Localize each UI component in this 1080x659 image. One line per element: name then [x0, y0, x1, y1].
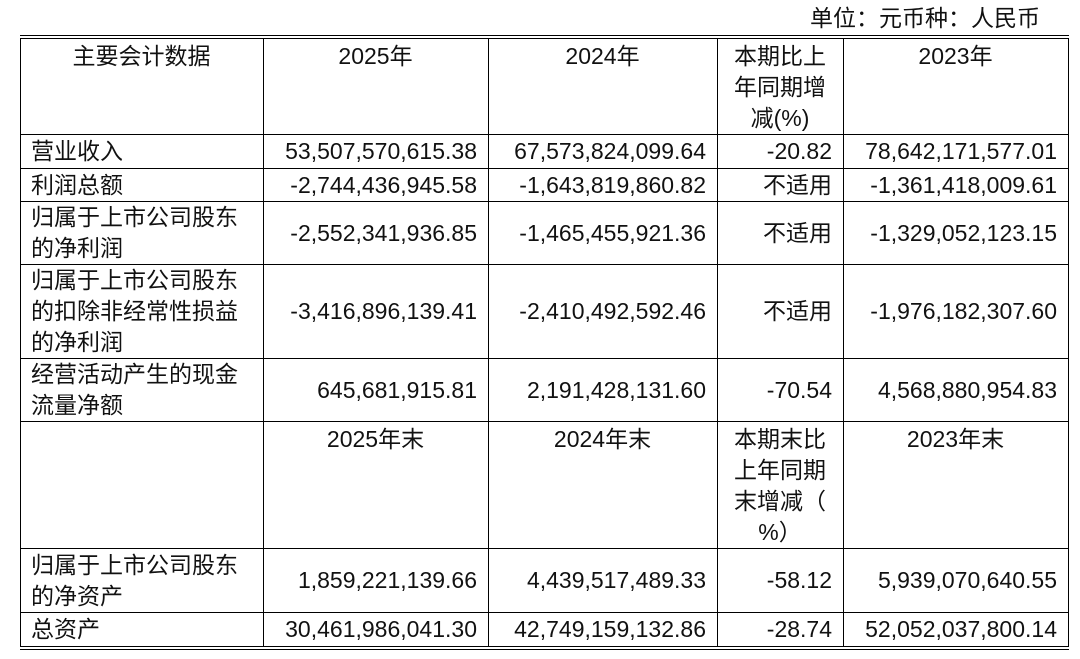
value-2024: -1,643,819,860.82	[488, 168, 718, 202]
value-2023: -1,976,182,307.60	[843, 264, 1069, 359]
value-2025: -3,416,896,139.41	[263, 264, 489, 359]
header-change-line: 本期比上	[734, 43, 826, 69]
row-label: 经营活动产生的现金 流量净额	[20, 358, 264, 422]
table-row: 归属于上市公司股东 的扣除非经常性损益 的净利润 -3,416,896,139.…	[20, 264, 1069, 359]
row-label-line: 的扣除非经常性损益	[31, 298, 238, 324]
value-2025: -2,552,341,936.85	[263, 201, 489, 265]
value-2025: 645,681,915.81	[263, 358, 489, 422]
row-label-line: 的净利润	[31, 329, 123, 355]
value-2023: -1,361,418,009.61	[843, 168, 1069, 202]
header-change: 本期比上 年同期增 减(%)	[717, 36, 844, 135]
value-change: 不适用	[717, 264, 844, 359]
row-label-line: 的净资产	[31, 582, 123, 609]
header-change-line: 末增减（	[734, 488, 826, 514]
row-label-line: 总资产	[31, 615, 100, 642]
value-2023: 5,939,070,640.55	[843, 548, 1069, 613]
header-change-line: 年同期增	[734, 74, 826, 100]
table-row: 归属于上市公司股东 的净资产 1,859,221,139.66 4,439,51…	[20, 548, 1069, 613]
row-label-line: 利润总额	[31, 171, 123, 198]
header-2023-year-end: 2023年末	[843, 421, 1069, 549]
header-change-year-end: 本期末比 上年同期 末增减（ %）	[717, 421, 844, 549]
value-2024: -1,465,455,921.36	[488, 201, 718, 265]
row-label: 归属于上市公司股东 的扣除非经常性损益 的净利润	[20, 264, 264, 359]
table-row: 经营活动产生的现金 流量净额 645,681,915.81 2,191,428,…	[20, 358, 1069, 422]
table-row: 归属于上市公司股东 的净利润 -2,552,341,936.85 -1,465,…	[20, 201, 1069, 265]
header-2025-year-end: 2025年末	[263, 421, 489, 549]
row-label: 利润总额	[20, 168, 264, 202]
row-label-line: 的净利润	[31, 235, 123, 261]
value-2023: -1,329,052,123.15	[843, 201, 1069, 265]
value-change: -58.12	[717, 548, 844, 613]
value-2024: -2,410,492,592.46	[488, 264, 718, 359]
value-change: 不适用	[717, 168, 844, 202]
header-change-line: %）	[758, 519, 802, 545]
row-label-line: 归属于上市公司股东	[31, 267, 238, 293]
row-label-line: 营业收入	[31, 138, 123, 164]
header-2023: 2023年	[843, 36, 1069, 135]
header-2024: 2024年	[488, 36, 718, 135]
row-label: 总资产	[20, 612, 264, 648]
value-change: -70.54	[717, 358, 844, 422]
value-2024: 42,749,159,132.86	[488, 612, 718, 648]
value-2024: 4,439,517,489.33	[488, 548, 718, 613]
header-2024-year-end: 2024年末	[488, 421, 718, 549]
header-change-line: 上年同期	[734, 457, 826, 483]
header-change-line: 本期末比	[734, 426, 826, 452]
row-label-line: 经营活动产生的现金	[31, 361, 238, 387]
value-change: 不适用	[717, 201, 844, 265]
row-label: 归属于上市公司股东 的净资产	[20, 548, 264, 613]
table-row: 营业收入 53,507,570,615.38 67,573,824,099.64…	[20, 134, 1069, 169]
row-label-line: 归属于上市公司股东	[31, 551, 238, 578]
row-label: 归属于上市公司股东 的净利润	[20, 201, 264, 265]
value-change: -28.74	[717, 612, 844, 648]
value-2023: 52,052,037,800.14	[843, 612, 1069, 648]
value-2024: 2,191,428,131.60	[488, 358, 718, 422]
header-label: 主要会计数据	[20, 36, 264, 135]
value-2023: 4,568,880,954.83	[843, 358, 1069, 422]
value-2023: 78,642,171,577.01	[843, 134, 1069, 169]
row-label-line: 流量净额	[31, 392, 123, 418]
unit-currency-note: 单位：元币种：人民币	[810, 5, 1040, 31]
value-2025: 30,461,986,041.30	[263, 612, 489, 648]
value-2025: 1,859,221,139.66	[263, 548, 489, 613]
value-2024: 67,573,824,099.64	[488, 134, 718, 169]
row-label-line: 归属于上市公司股东	[31, 204, 238, 230]
header-2025: 2025年	[263, 36, 489, 135]
key-accounting-data-table: 主要会计数据 2025年 2024年 本期比上 年同期增 减(%) 2023年 …	[20, 35, 1069, 650]
table-row: 总资产 30,461,986,041.30 42,749,159,132.86 …	[20, 612, 1069, 648]
value-2025: -2,744,436,945.58	[263, 168, 489, 202]
header-row-year-end: 2025年末 2024年末 本期末比 上年同期 末增减（ %） 2023年末	[20, 421, 1069, 549]
value-2025: 53,507,570,615.38	[263, 134, 489, 169]
header-blank	[20, 421, 264, 549]
table-row: 利润总额 -2,744,436,945.58 -1,643,819,860.82…	[20, 168, 1069, 202]
row-label: 营业收入	[20, 134, 264, 169]
value-change: -20.82	[717, 134, 844, 169]
header-change-line: 减(%)	[750, 105, 810, 131]
header-row-annual: 主要会计数据 2025年 2024年 本期比上 年同期增 减(%) 2023年	[20, 36, 1069, 135]
